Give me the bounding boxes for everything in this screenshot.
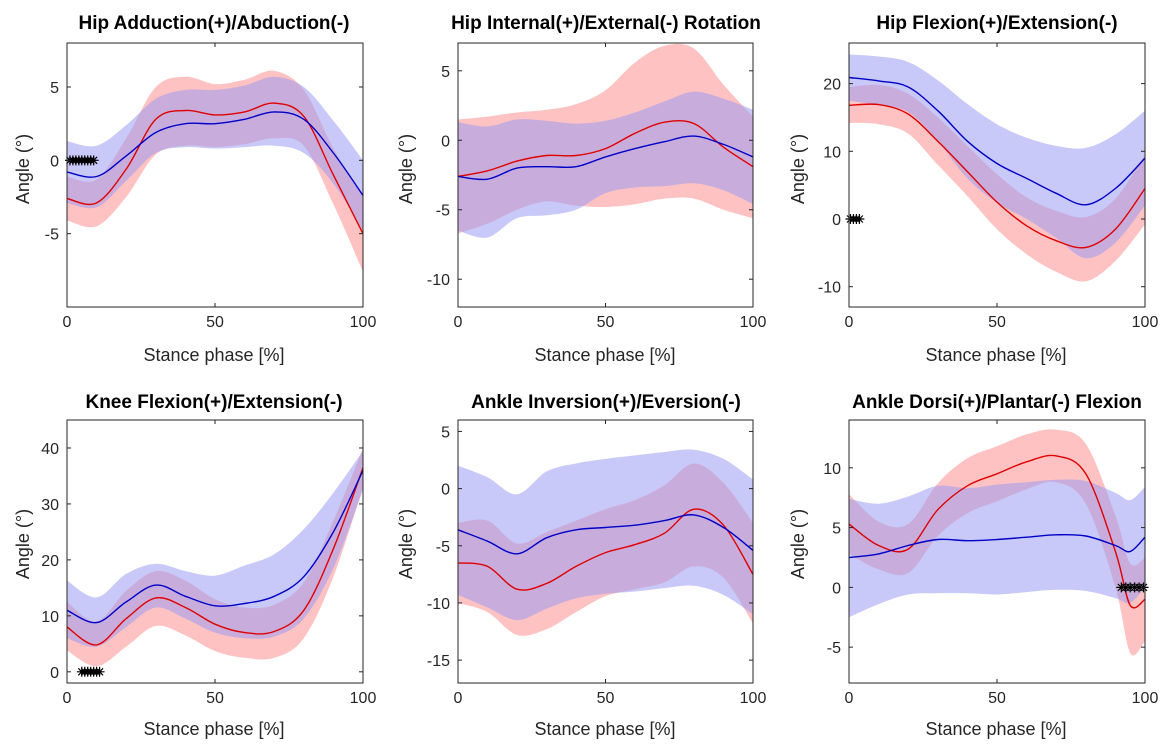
red-mean-line — [848, 103, 1146, 249]
y-axis-label: Angle (°) — [788, 134, 808, 204]
x-tick-label: 0 — [63, 314, 72, 331]
y-tick-label: 10 — [823, 144, 841, 161]
y-tick-label: -10 — [427, 272, 450, 289]
y-tick-label: 0 — [832, 212, 841, 229]
x-tick-label: 100 — [1132, 314, 1159, 331]
panel-title: Ankle Inversion(+)/Eversion(-) — [471, 392, 741, 413]
y-axis-label: Angle (°) — [13, 134, 33, 204]
y-tick-label: 10 — [823, 461, 841, 478]
panel-ankle-dorsiflexion: Ankle Dorsi(+)/Plantar(-) Flexion 0 50 100… — [788, 392, 1158, 739]
y-tick-label: 5 — [50, 80, 59, 97]
y-tick-label: 5 — [441, 424, 450, 441]
x-tick-label: 50 — [206, 314, 224, 331]
y-axis-label: Angle (°) — [788, 509, 808, 579]
y-tick-label: 5 — [832, 521, 841, 538]
blue-sd-band — [67, 76, 363, 231]
blue-mean-line — [848, 76, 1146, 206]
significance-marker — [88, 155, 99, 166]
blue-sd-band — [67, 450, 363, 647]
y-tick-label: 0 — [441, 482, 450, 499]
blue-mean-line — [66, 111, 364, 196]
y-tick-label: -15 — [427, 653, 450, 670]
y-tick-label: 40 — [41, 441, 59, 458]
y-tick-label: -10 — [427, 596, 450, 613]
x-tick-label: 100 — [740, 690, 767, 707]
x-tick-label: 0 — [845, 314, 854, 331]
y-tick-label: 0 — [832, 580, 841, 597]
x-tick-label: 50 — [597, 690, 615, 707]
x-tick-label: 100 — [350, 314, 377, 331]
y-tick-label: 20 — [823, 77, 841, 94]
y-tick-label: 30 — [41, 497, 59, 514]
x-tick-label: 50 — [206, 690, 224, 707]
x-axis-label: Stance phase [%] — [925, 345, 1066, 365]
blue-mean-line — [457, 135, 754, 181]
blue-sd-band — [849, 54, 1145, 259]
x-axis-label: Stance phase [%] — [143, 719, 284, 739]
y-tick-label: 0 — [50, 665, 59, 682]
y-tick-label: 5 — [441, 64, 450, 81]
panel-ankle-inversion: Ankle Inversion(+)/Eversion(-) 0 50 100-15… — [396, 392, 766, 739]
x-tick-label: 0 — [454, 314, 463, 331]
panel-title: Hip Internal(+)/External(-) Rotation — [451, 13, 761, 34]
panel-hip-rotation: Hip Internal(+)/External(-) Rotation 0 50… — [396, 13, 766, 365]
blue-mean-line — [457, 514, 754, 555]
y-axis-label: Angle (°) — [13, 509, 33, 579]
panel-hip-flexion: Hip Flexion(+)/Extension(-) 0 50 100-10010… — [788, 13, 1158, 365]
y-tick-label: -5 — [436, 203, 450, 220]
red-mean-line — [66, 467, 364, 646]
y-tick-label: -5 — [827, 640, 841, 657]
x-tick-label: 50 — [597, 314, 615, 331]
panel-hip-adduction: Hip Adduction(+)/Abduction(-) 0 50 100 -5 0 5… — [13, 13, 376, 365]
y-tick-label: -5 — [45, 227, 59, 244]
y-tick-label: 20 — [41, 553, 59, 570]
panel-title: Hip Adduction(+)/Abduction(-) — [78, 13, 349, 34]
blue-mean-line — [848, 533, 1146, 559]
y-tick-label: -10 — [818, 280, 841, 297]
x-axis-label: Stance phase [%] — [925, 719, 1066, 739]
blue-sd-band — [458, 91, 753, 238]
panel-knee-flexion: Knee Flexion(+)/Extension(-) 0 50 100 0 10 20… — [13, 392, 376, 739]
y-tick-label: 0 — [50, 153, 59, 170]
x-tick-label: 100 — [740, 314, 767, 331]
significance-marker — [94, 666, 105, 677]
panel-title: Ankle Dorsi(+)/Plantar(-) Flexion — [852, 392, 1142, 413]
blue-sd-band — [458, 449, 753, 621]
significance-marker — [854, 214, 865, 224]
red-mean-line — [457, 120, 754, 178]
y-tick-label: 0 — [441, 133, 450, 150]
x-axis-label: Stance phase [%] — [534, 719, 675, 739]
blue-mean-line — [66, 470, 364, 624]
x-tick-label: 100 — [1132, 690, 1159, 707]
y-axis-label: Angle (°) — [396, 509, 416, 579]
x-tick-label: 0 — [454, 690, 463, 707]
panel-title: Knee Flexion(+)/Extension(-) — [85, 392, 342, 413]
x-tick-label: 0 — [845, 690, 854, 707]
x-tick-label: 0 — [63, 690, 72, 707]
x-tick-label: 50 — [988, 690, 1006, 707]
y-tick-label: -5 — [436, 539, 450, 556]
red-mean-line — [848, 454, 1146, 609]
red-mean-line — [457, 508, 754, 591]
y-tick-label: 10 — [41, 609, 59, 626]
panel-title: Hip Flexion(+)/Extension(-) — [876, 13, 1117, 34]
y-axis-label: Angle (°) — [396, 134, 416, 204]
blue-sd-band — [849, 479, 1145, 618]
red-mean-line — [66, 102, 364, 235]
x-tick-label: 100 — [350, 690, 377, 707]
x-axis-label: Stance phase [%] — [143, 345, 284, 365]
x-tick-label: 50 — [988, 314, 1006, 331]
x-axis-label: Stance phase [%] — [534, 345, 675, 365]
